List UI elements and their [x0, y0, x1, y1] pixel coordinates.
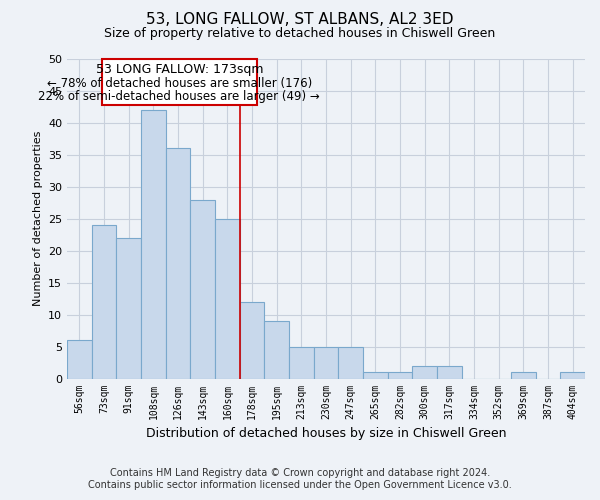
Bar [101, 59, 257, 105]
Bar [215, 219, 240, 378]
Bar [560, 372, 585, 378]
Bar [67, 340, 92, 378]
Text: Size of property relative to detached houses in Chiswell Green: Size of property relative to detached ho… [104, 28, 496, 40]
Bar [363, 372, 388, 378]
Text: ← 78% of detached houses are smaller (176): ← 78% of detached houses are smaller (17… [47, 77, 312, 90]
Bar [388, 372, 412, 378]
Text: Contains HM Land Registry data © Crown copyright and database right 2024.
Contai: Contains HM Land Registry data © Crown c… [88, 468, 512, 490]
Bar [511, 372, 536, 378]
Bar [289, 346, 314, 378]
Y-axis label: Number of detached properties: Number of detached properties [32, 131, 43, 306]
Bar [240, 302, 265, 378]
X-axis label: Distribution of detached houses by size in Chiswell Green: Distribution of detached houses by size … [146, 427, 506, 440]
Bar [338, 346, 363, 378]
Bar [190, 200, 215, 378]
Bar [314, 346, 338, 378]
Bar [116, 238, 141, 378]
Bar [92, 225, 116, 378]
Bar [437, 366, 461, 378]
Bar [412, 366, 437, 378]
Text: 53 LONG FALLOW: 173sqm: 53 LONG FALLOW: 173sqm [95, 64, 263, 76]
Text: 53, LONG FALLOW, ST ALBANS, AL2 3ED: 53, LONG FALLOW, ST ALBANS, AL2 3ED [146, 12, 454, 28]
Text: 22% of semi-detached houses are larger (49) →: 22% of semi-detached houses are larger (… [38, 90, 320, 102]
Bar [166, 148, 190, 378]
Bar [141, 110, 166, 378]
Bar [265, 321, 289, 378]
